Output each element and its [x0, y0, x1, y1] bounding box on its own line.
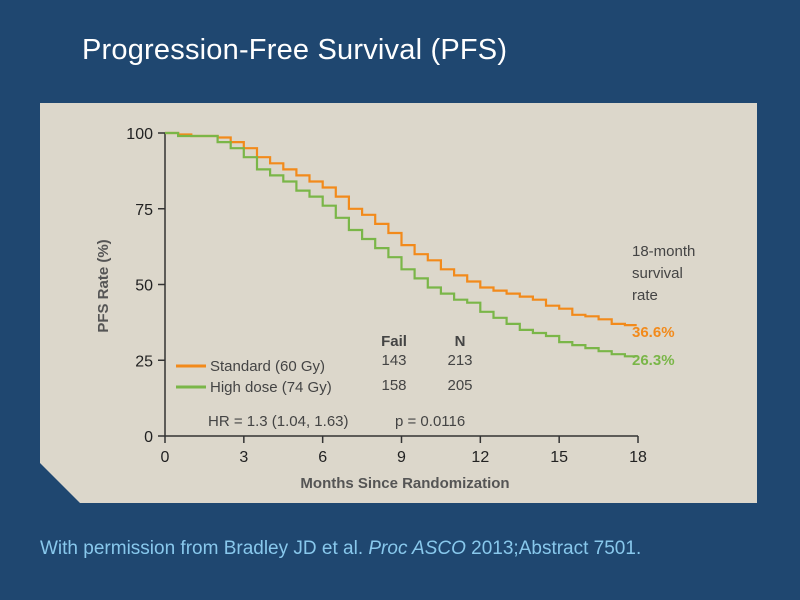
x-tick-label: 12	[471, 449, 489, 466]
survival-note-line-3: rate	[632, 287, 658, 304]
x-tick-label: 0	[161, 449, 170, 466]
n-value-standard: 213	[447, 352, 472, 369]
chart-panel: 0 25 50 75 100 0 3 6 9 12 15 18 PFS Rate (%) Month…	[40, 103, 757, 503]
fail-value-standard: 143	[381, 352, 406, 369]
survival-note-line-2: survival	[632, 265, 683, 282]
y-axis-label: PFS Rate (%)	[95, 239, 112, 332]
x-ticks: 0 3 6 9 12 15 18	[161, 436, 647, 466]
y-tick-label: 100	[126, 126, 153, 143]
x-tick-label: 6	[318, 449, 327, 466]
citation-journal: Proc ASCO	[368, 538, 466, 559]
legend-label-high-dose: High dose (74 Gy)	[210, 379, 332, 396]
x-tick-label: 9	[397, 449, 406, 466]
citation: With permission from Bradley JD et al. P…	[40, 538, 641, 560]
hazard-ratio-text: HR = 1.3 (1.04, 1.63)	[208, 413, 349, 430]
y-tick-label: 25	[135, 353, 153, 370]
table-header-n: N	[455, 333, 466, 350]
citation-authors: With permission from Bradley JD et al.	[40, 538, 369, 559]
citation-details: 2013;Abstract 7501.	[465, 538, 642, 559]
survival-note-line-1: 18-month	[632, 243, 695, 260]
fail-value-high-dose: 158	[381, 377, 406, 394]
y-tick-label: 50	[135, 278, 153, 295]
y-ticks: 0 25 50 75 100	[126, 126, 165, 446]
end-label-standard: 36.6%	[632, 324, 675, 341]
x-tick-label: 18	[629, 449, 647, 466]
table-header-fail: Fail	[381, 333, 407, 350]
curve-high-dose	[165, 131, 637, 358]
curve-standard	[165, 131, 637, 327]
p-value-text: p = 0.0116	[395, 413, 465, 430]
n-value-high-dose: 205	[447, 377, 472, 394]
y-tick-label: 75	[135, 202, 153, 219]
survival-curves	[165, 131, 637, 358]
y-tick-label: 0	[144, 429, 153, 446]
slide-title: Progression-Free Survival (PFS)	[82, 34, 508, 66]
x-axis-label: Months Since Randomization	[300, 475, 509, 492]
x-tick-label: 3	[239, 449, 248, 466]
legend-label-standard: Standard (60 Gy)	[210, 358, 325, 375]
x-tick-label: 15	[550, 449, 568, 466]
end-label-high-dose: 26.3%	[632, 352, 675, 369]
km-chart: 0 25 50 75 100 0 3 6 9 12 15 18 PFS Rate (%) Month…	[95, 126, 695, 492]
